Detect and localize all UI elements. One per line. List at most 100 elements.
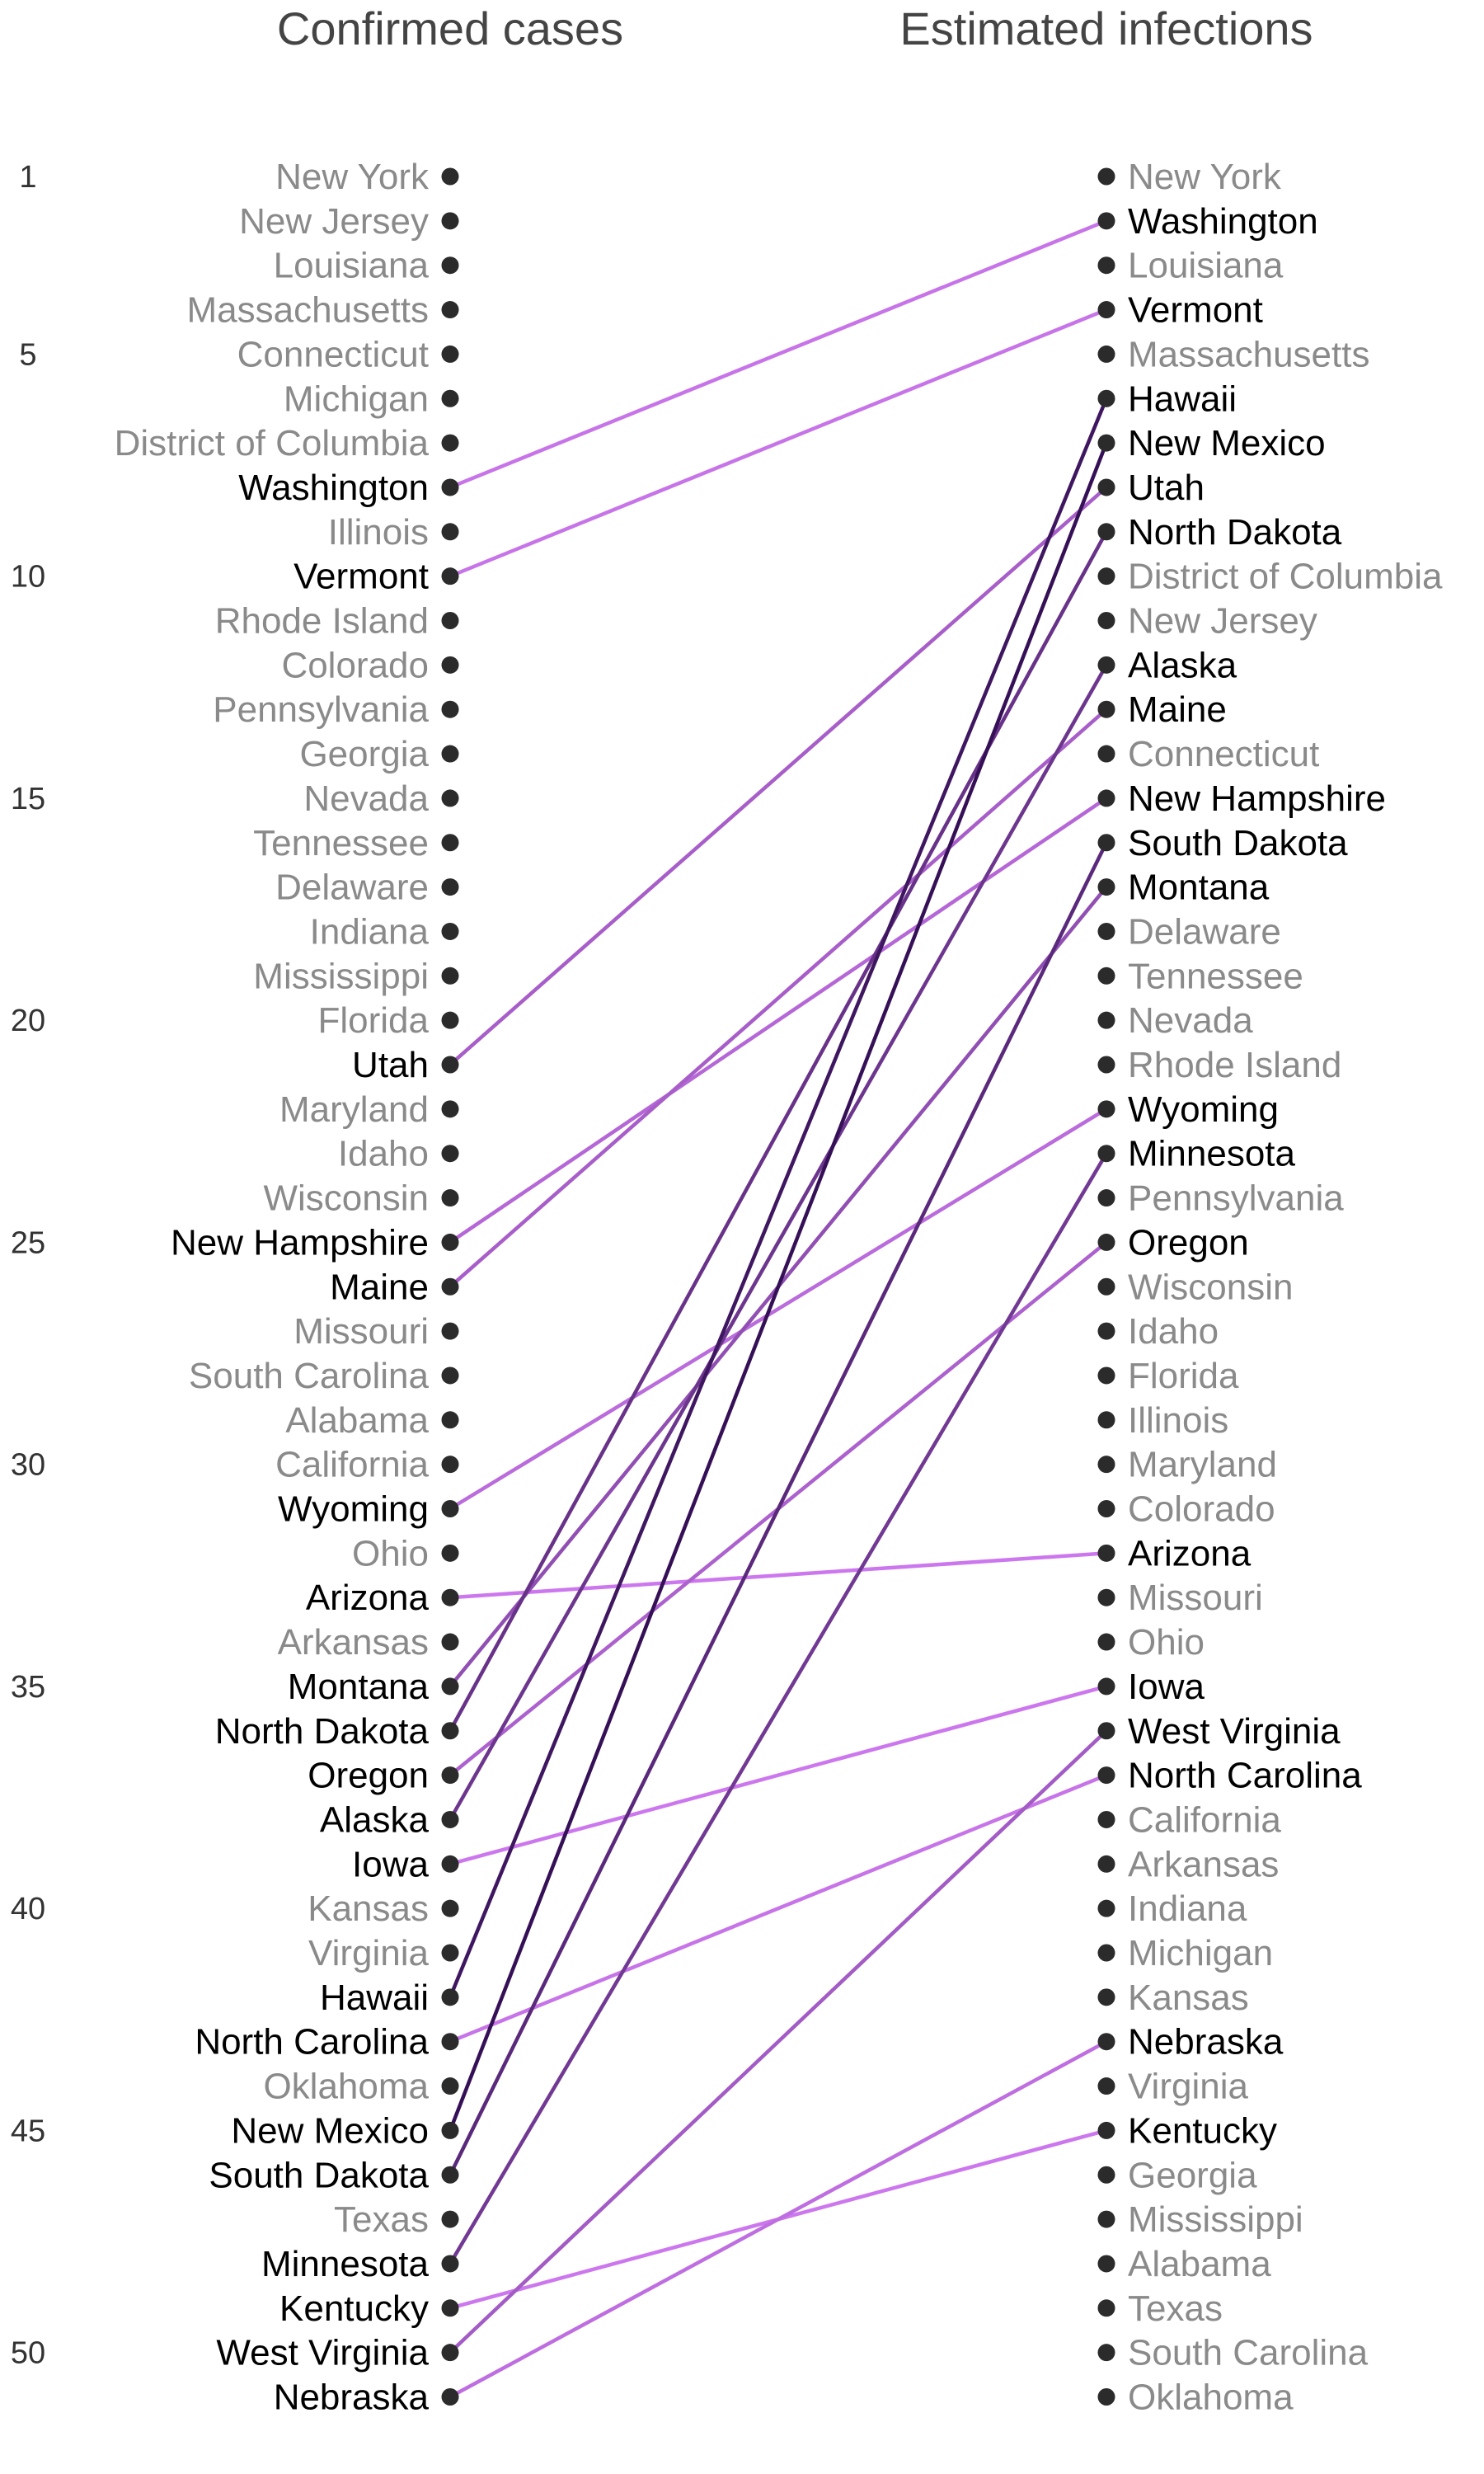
rank-tick-15: 15 bbox=[11, 782, 45, 816]
left-point-idaho bbox=[441, 1145, 459, 1163]
left-label-south-dakota: South Dakota bbox=[209, 2155, 429, 2195]
right-point-maryland bbox=[1097, 1456, 1115, 1474]
right-label-montana: Montana bbox=[1128, 868, 1270, 908]
right-label-virginia: Virginia bbox=[1128, 2067, 1248, 2107]
left-point-massachusetts bbox=[441, 301, 459, 319]
right-point-georgia bbox=[1097, 2166, 1115, 2184]
left-label-arizona: Arizona bbox=[306, 1578, 430, 1618]
left-label-colorado: Colorado bbox=[281, 645, 429, 685]
left-label-connecticut: Connecticut bbox=[237, 334, 429, 374]
right-label-south-dakota: South Dakota bbox=[1128, 823, 1348, 863]
left-point-district-of-columbia bbox=[441, 434, 459, 452]
right-point-south-dakota bbox=[1097, 834, 1115, 852]
right-point-florida bbox=[1097, 1366, 1115, 1385]
left-point-alaska bbox=[441, 1810, 459, 1828]
right-point-new-hampshire bbox=[1097, 789, 1115, 807]
rank-tick-35: 35 bbox=[11, 1670, 45, 1705]
right-label-california: California bbox=[1128, 1799, 1281, 1840]
rank-tick-50: 50 bbox=[11, 2336, 45, 2371]
right-point-delaware bbox=[1097, 922, 1115, 940]
right-point-illinois bbox=[1097, 1411, 1115, 1429]
left-label-ohio: Ohio bbox=[352, 1533, 429, 1573]
left-label-indiana: Indiana bbox=[310, 911, 430, 952]
left-label-north-dakota: North Dakota bbox=[215, 1711, 430, 1752]
left-label-vermont: Vermont bbox=[294, 557, 429, 597]
left-point-california bbox=[441, 1456, 459, 1474]
right-point-new-mexico bbox=[1097, 434, 1115, 452]
rank-line-hawaii bbox=[448, 397, 1109, 2000]
right-label-ohio: Ohio bbox=[1128, 1622, 1205, 1663]
left-point-kentucky bbox=[441, 2299, 459, 2317]
left-point-connecticut bbox=[441, 345, 459, 363]
right-label-arkansas: Arkansas bbox=[1128, 1844, 1279, 1884]
left-label-tennessee: Tennessee bbox=[253, 823, 429, 863]
left-label-new-hampshire: New Hampshire bbox=[171, 1222, 429, 1263]
left-label-massachusetts: Massachusetts bbox=[187, 290, 429, 331]
left-point-maine bbox=[441, 1277, 459, 1296]
right-point-minnesota bbox=[1097, 1145, 1115, 1163]
right-label-texas: Texas bbox=[1128, 2288, 1223, 2329]
left-label-kansas: Kansas bbox=[308, 1888, 429, 1929]
right-label-louisiana: Louisiana bbox=[1128, 246, 1284, 286]
right-point-wisconsin bbox=[1097, 1277, 1115, 1296]
rank-line-south-dakota bbox=[448, 840, 1109, 2177]
left-label-alaska: Alaska bbox=[320, 1799, 430, 1840]
right-label-pennsylvania: Pennsylvania bbox=[1128, 1178, 1344, 1219]
rank-line-arizona bbox=[448, 1551, 1109, 1600]
right-label-delaware: Delaware bbox=[1128, 911, 1281, 952]
left-point-pennsylvania bbox=[441, 700, 459, 718]
right-label-district-of-columbia: District of Columbia bbox=[1128, 557, 1443, 597]
right-label-vermont: Vermont bbox=[1128, 290, 1263, 331]
left-label-california: California bbox=[275, 1445, 429, 1485]
right-point-nevada bbox=[1097, 1011, 1115, 1029]
left-point-nevada bbox=[441, 789, 459, 807]
right-label-wisconsin: Wisconsin bbox=[1128, 1267, 1294, 1307]
right-point-arizona bbox=[1097, 1544, 1115, 1562]
left-label-pennsylvania: Pennsylvania bbox=[213, 689, 429, 730]
left-label-nebraska: Nebraska bbox=[274, 2378, 430, 2418]
right-label-south-carolina: South Carolina bbox=[1128, 2333, 1369, 2373]
left-point-north-dakota bbox=[441, 1722, 459, 1740]
right-label-maryland: Maryland bbox=[1128, 1445, 1277, 1485]
rank-line-maine bbox=[448, 707, 1109, 1289]
left-label-texas: Texas bbox=[334, 2199, 429, 2240]
left-point-washington bbox=[441, 478, 459, 496]
left-point-texas bbox=[441, 2210, 459, 2228]
right-label-maine: Maine bbox=[1128, 689, 1227, 730]
left-point-new-hampshire bbox=[441, 1233, 459, 1251]
left-point-arizona bbox=[441, 1588, 459, 1606]
left-point-florida bbox=[441, 1011, 459, 1029]
right-point-nebraska bbox=[1097, 2033, 1115, 2051]
right-point-west-virginia bbox=[1097, 1722, 1115, 1740]
right-label-kansas: Kansas bbox=[1128, 1978, 1249, 2018]
left-point-delaware bbox=[441, 878, 459, 896]
rank-line-washington bbox=[448, 219, 1109, 490]
right-point-tennessee bbox=[1097, 967, 1115, 985]
left-label-new-jersey: New Jersey bbox=[239, 201, 429, 242]
left-label-district-of-columbia: District of Columbia bbox=[115, 423, 430, 463]
right-label-west-virginia: West Virginia bbox=[1128, 1711, 1341, 1752]
left-point-illinois bbox=[441, 523, 459, 541]
left-point-new-mexico bbox=[441, 2121, 459, 2139]
right-label-iowa: Iowa bbox=[1128, 1667, 1205, 1707]
right-label-hawaii: Hawaii bbox=[1128, 379, 1237, 419]
right-label-alabama: Alabama bbox=[1128, 2244, 1271, 2284]
left-point-wisconsin bbox=[441, 1189, 459, 1207]
left-label-kentucky: Kentucky bbox=[279, 2288, 429, 2329]
left-column-title: Confirmed cases bbox=[277, 2, 623, 54]
left-point-mississippi bbox=[441, 967, 459, 985]
right-label-nevada: Nevada bbox=[1128, 1000, 1253, 1041]
right-point-oregon bbox=[1097, 1233, 1115, 1251]
right-label-connecticut: Connecticut bbox=[1128, 734, 1319, 774]
rank-line-nebraska bbox=[448, 2039, 1109, 2399]
right-point-oklahoma bbox=[1097, 2388, 1115, 2406]
right-point-new-jersey bbox=[1097, 612, 1115, 629]
right-point-pennsylvania bbox=[1097, 1189, 1115, 1207]
left-label-alabama: Alabama bbox=[285, 1400, 429, 1441]
rank-line-iowa bbox=[448, 1684, 1109, 1866]
right-label-colorado: Colorado bbox=[1128, 1489, 1275, 1530]
left-point-hawaii bbox=[441, 1988, 459, 2006]
right-label-georgia: Georgia bbox=[1128, 2155, 1257, 2195]
left-point-vermont bbox=[441, 567, 459, 586]
